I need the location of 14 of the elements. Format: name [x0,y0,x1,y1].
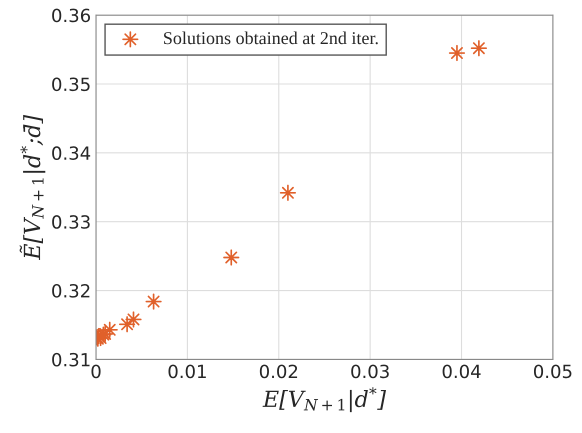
y-axis-title: Ẽ[V$_{N+1}$|d$^{*}$;d̄] [20,114,46,260]
y-tick-label: 0.33 [52,215,90,229]
x-tick-label: 0.05 [534,364,572,378]
x-tick-label: 0 [91,364,101,378]
y-tick-label: 0.36 [52,8,90,22]
y-tick-label: 0.31 [52,352,90,367]
x-tick-label: 0.02 [260,364,298,378]
x-tick-label: 0.01 [168,364,206,378]
x-axis-title: E[V$_{N+1}$|d$^{*}$] [262,387,386,412]
y-tick-label: 0.35 [52,77,90,92]
x-tick-label: 0.04 [442,364,481,378]
y-tick-label: 0.34 [52,146,90,160]
y-tick-label: 0.32 [52,284,90,298]
x-tick-label: 0.03 [351,364,389,378]
